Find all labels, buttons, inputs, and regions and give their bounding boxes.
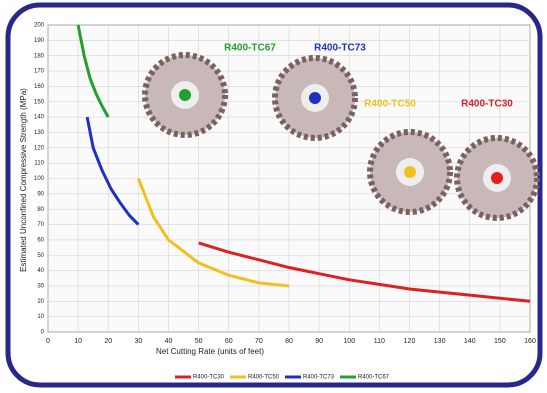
annotation: R400-TC50 xyxy=(364,99,416,110)
cutter-dot xyxy=(491,172,503,184)
x-tick-label: 70 xyxy=(255,338,263,345)
cutter-dot xyxy=(309,92,321,104)
y-tick-label: 140 xyxy=(34,115,45,121)
y-tick-label: 200 xyxy=(34,23,45,29)
y-tick-label: 150 xyxy=(34,99,45,105)
legend-label: R400-TC50 xyxy=(248,375,280,381)
x-tick-label: 100 xyxy=(343,338,355,345)
y-tick-label: 90 xyxy=(37,191,44,197)
y-tick-label: 10 xyxy=(37,314,44,320)
y-tick-label: 50 xyxy=(37,253,44,259)
annotation: R400-TC67 xyxy=(224,43,276,54)
x-tick-label: 20 xyxy=(104,338,112,345)
y-tick-label: 180 xyxy=(34,53,45,59)
chart: Net Cutting Rate (units of feet) Estimat… xyxy=(0,0,547,393)
x-tick-label: 30 xyxy=(134,338,142,345)
y-axis-title: Estimated Unconfined Compressive Strengt… xyxy=(19,88,28,272)
x-tick-label: 50 xyxy=(195,338,203,345)
y-tick-label: 120 xyxy=(34,145,45,151)
x-axis-title: Net Cutting Rate (units of feet) xyxy=(156,347,264,356)
x-tick-label: 10 xyxy=(74,338,82,345)
y-tick-label: 130 xyxy=(34,130,45,136)
annotation: R400-TC73 xyxy=(314,43,366,54)
cutter-dot xyxy=(179,89,191,101)
annotation: R400-TC30 xyxy=(461,99,513,110)
y-tick-label: 100 xyxy=(34,176,45,182)
legend-label: R400-TC30 xyxy=(193,375,225,381)
y-tick-label: 170 xyxy=(34,69,45,75)
y-tick-label: 110 xyxy=(34,161,44,167)
x-tick-label: 150 xyxy=(494,338,506,345)
x-tick-label: 160 xyxy=(524,338,536,345)
x-tick-label: 120 xyxy=(404,338,416,345)
y-tick-label: 80 xyxy=(37,207,44,213)
y-tick-label: 60 xyxy=(37,237,44,243)
legend-label: R400-TC73 xyxy=(303,375,335,381)
x-tick-label: 110 xyxy=(374,338,385,345)
y-tick-label: 70 xyxy=(37,222,44,228)
y-tick-label: 160 xyxy=(34,84,45,90)
x-tick-label: 90 xyxy=(315,338,323,345)
x-tick-label: 0 xyxy=(46,338,50,345)
x-tick-label: 130 xyxy=(434,338,446,345)
y-tick-label: 20 xyxy=(37,299,44,305)
cutter-dot xyxy=(404,166,416,178)
legend-label: R400-TC67 xyxy=(358,375,390,381)
x-tick-label: 40 xyxy=(165,338,173,345)
x-tick-label: 140 xyxy=(464,338,476,345)
x-tick-label: 80 xyxy=(285,338,293,345)
x-tick-label: 60 xyxy=(225,338,233,345)
y-tick-label: 190 xyxy=(34,38,45,44)
y-tick-label: 30 xyxy=(37,284,44,290)
y-tick-label: 40 xyxy=(37,268,44,274)
